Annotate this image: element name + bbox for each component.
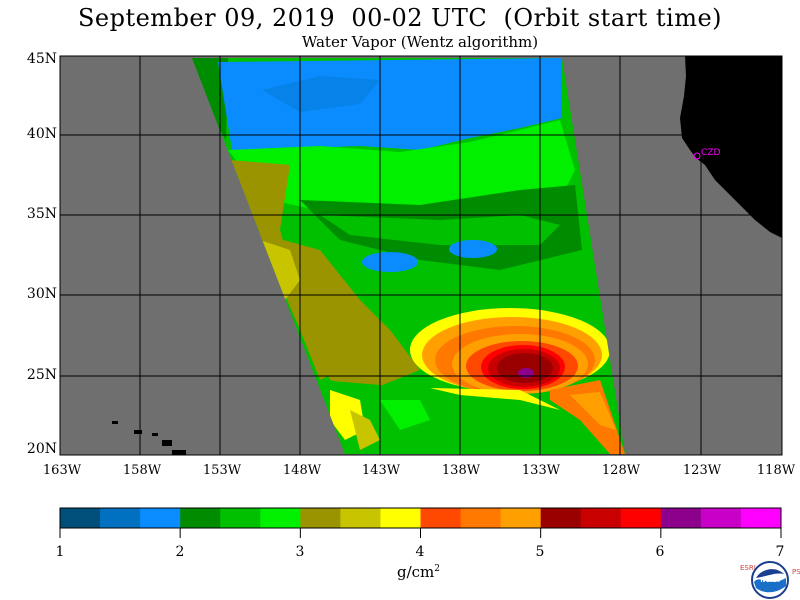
island-kauai: [112, 421, 118, 424]
colorbar-cell: [540, 508, 582, 528]
lon-label-133w: 133W: [521, 463, 561, 478]
colorbar-tick-6: 6: [655, 544, 665, 560]
colorbar-cell: [300, 508, 341, 528]
colorbar-cell: [340, 508, 381, 528]
logo-left-text: ESRL: [740, 564, 758, 572]
colorbar-units: g/cm2: [397, 563, 440, 581]
colorbar-tick-4: 4: [415, 544, 425, 560]
colorbar-cell: [620, 508, 662, 528]
noaa-emblem-icon: NOAA: [751, 561, 789, 599]
island-maui: [162, 440, 172, 446]
map-title: September 09, 2019 00-02 UTC (Orbit star…: [77, 4, 723, 32]
lon-label-163w: 163W: [42, 463, 82, 478]
colorbar-cell: [700, 508, 742, 528]
colorbar-cell: [500, 508, 542, 528]
colorbar-cell: [140, 508, 181, 528]
colorbar-cell: [260, 508, 301, 528]
blue-pocket-west: [362, 252, 418, 272]
colorbar-cell: [740, 508, 782, 528]
colorbar-cell: [580, 508, 622, 528]
units-exponent: 2: [434, 564, 441, 574]
lat-label-35n: 35N: [26, 206, 57, 222]
lat-label-45n: 45N: [26, 51, 57, 67]
noaa-logo[interactable]: ESRL PSD NOAA: [740, 560, 800, 600]
logo-right-text: PSD: [792, 568, 800, 576]
colorbar-tick-7: 7: [775, 544, 785, 560]
lat-label-25n: 25N: [26, 367, 57, 383]
lon-label-123w: 123W: [682, 463, 722, 478]
colorbar-cell: [380, 508, 421, 528]
lon-label-138w: 138W: [441, 463, 481, 478]
colorbar-cell: [460, 508, 502, 528]
lon-label-148w: 148W: [282, 463, 322, 478]
colorbar-tick-1: 1: [55, 544, 65, 560]
lat-label-30n: 30N: [26, 286, 57, 302]
lon-label-128w: 128W: [601, 463, 641, 478]
graticule: [60, 56, 782, 455]
lon-label-118w: 118W: [756, 463, 796, 478]
lon-label-153w: 153W: [202, 463, 242, 478]
island-molokai: [152, 433, 158, 436]
colorbar-cell: [660, 508, 702, 528]
colorbar-cell: [180, 508, 221, 528]
lon-label-158w: 158W: [122, 463, 162, 478]
logo-center-text: NOAA: [760, 577, 780, 584]
colorbar-tick-2: 2: [175, 544, 185, 560]
land-west-coast: [680, 56, 782, 238]
map-frame: [59, 55, 783, 456]
island-oahu: [134, 430, 142, 434]
colorbar-cell: [220, 508, 261, 528]
map-subtitle: Water Vapor (Wentz algorithm): [301, 33, 539, 51]
colorbar-cell: [100, 508, 141, 528]
station-marker: [693, 152, 701, 160]
colorbar-tick-3: 3: [295, 544, 305, 560]
station-label: CZD: [701, 148, 720, 158]
lat-label-20n: 20N: [26, 441, 57, 457]
units-text: g/cm: [397, 563, 435, 581]
colorbar-cell: [420, 508, 462, 528]
lat-label-40n: 40N: [26, 126, 57, 142]
lon-label-143w: 143W: [361, 463, 401, 478]
island-hawaii: [172, 450, 186, 455]
blue-pocket-east: [449, 240, 497, 258]
colorbar-tick-5: 5: [535, 544, 545, 560]
colorbar-cell: [60, 508, 101, 528]
